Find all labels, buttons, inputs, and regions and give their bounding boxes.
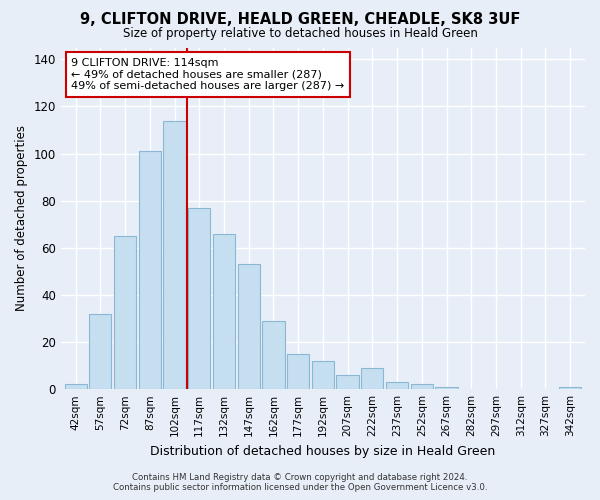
Bar bbox=[238, 264, 260, 389]
Bar bbox=[188, 208, 211, 389]
Bar bbox=[89, 314, 112, 389]
Bar bbox=[163, 120, 185, 389]
Text: 9 CLIFTON DRIVE: 114sqm
← 49% of detached houses are smaller (287)
49% of semi-d: 9 CLIFTON DRIVE: 114sqm ← 49% of detache… bbox=[71, 58, 344, 91]
Bar bbox=[139, 151, 161, 389]
Text: 9, CLIFTON DRIVE, HEALD GREEN, CHEADLE, SK8 3UF: 9, CLIFTON DRIVE, HEALD GREEN, CHEADLE, … bbox=[80, 12, 520, 28]
Bar bbox=[287, 354, 309, 389]
Bar bbox=[410, 384, 433, 389]
Bar bbox=[337, 375, 359, 389]
Text: Size of property relative to detached houses in Heald Green: Size of property relative to detached ho… bbox=[122, 28, 478, 40]
Bar bbox=[559, 387, 581, 389]
Text: Contains HM Land Registry data © Crown copyright and database right 2024.
Contai: Contains HM Land Registry data © Crown c… bbox=[113, 473, 487, 492]
Bar bbox=[361, 368, 383, 389]
Bar bbox=[436, 387, 458, 389]
Bar bbox=[114, 236, 136, 389]
Bar bbox=[312, 361, 334, 389]
Y-axis label: Number of detached properties: Number of detached properties bbox=[15, 126, 28, 312]
Bar bbox=[213, 234, 235, 389]
Bar bbox=[386, 382, 408, 389]
Bar bbox=[262, 321, 284, 389]
X-axis label: Distribution of detached houses by size in Heald Green: Distribution of detached houses by size … bbox=[150, 444, 496, 458]
Bar bbox=[65, 384, 87, 389]
